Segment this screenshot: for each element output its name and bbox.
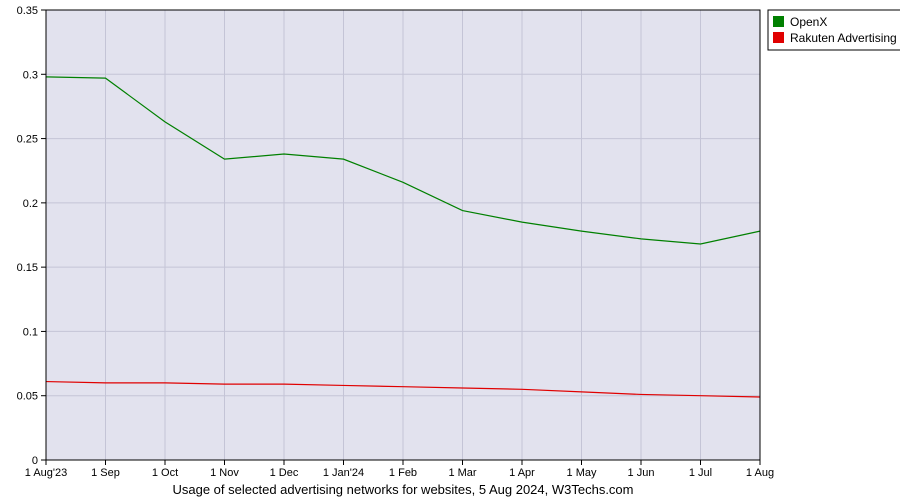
x-tick-label: 1 Jun [628, 467, 655, 479]
legend-swatch [773, 16, 784, 27]
chart-caption: Usage of selected advertising networks f… [172, 482, 633, 497]
x-tick-label: 1 Aug'23 [25, 467, 67, 479]
chart-container: 0 0.05 0.1 0.15 0.2 0.25 0.3 0.35 1 Aug'23 1 Sep 1… [0, 0, 900, 500]
x-tick-label: 1 Sep [91, 467, 120, 479]
legend-swatch [773, 32, 784, 43]
x-tick-label: 1 Jul [689, 467, 712, 479]
x-tick-label: 1 May [567, 467, 597, 479]
y-tick-label: 0.25 [17, 134, 38, 146]
y-tick-label: 0 [32, 455, 38, 467]
y-tick-label: 0.35 [17, 5, 38, 17]
x-tick-label: 1 Mar [448, 467, 476, 479]
x-tick-label: 1 Aug [746, 467, 774, 479]
line-chart: 0 0.05 0.1 0.15 0.2 0.25 0.3 0.35 1 Aug'23 1 Sep 1… [0, 0, 900, 500]
x-tick-label: 1 Jan'24 [323, 467, 364, 479]
x-tick-label: 1 Nov [210, 467, 239, 479]
y-tick-label: 0.05 [17, 391, 38, 403]
y-tick-label: 0.1 [23, 326, 38, 338]
legend-label: Rakuten Advertising [790, 31, 897, 45]
x-tick-label: 1 Apr [509, 467, 535, 479]
x-tick-label: 1 Dec [270, 467, 299, 479]
y-tick-label: 0.3 [23, 69, 38, 81]
y-tick-label: 0.15 [17, 262, 38, 274]
y-tick-label: 0.2 [23, 198, 38, 210]
x-tick-label: 1 Feb [389, 467, 417, 479]
x-tick-label: 1 Oct [152, 467, 178, 479]
legend-label: OpenX [790, 15, 827, 29]
